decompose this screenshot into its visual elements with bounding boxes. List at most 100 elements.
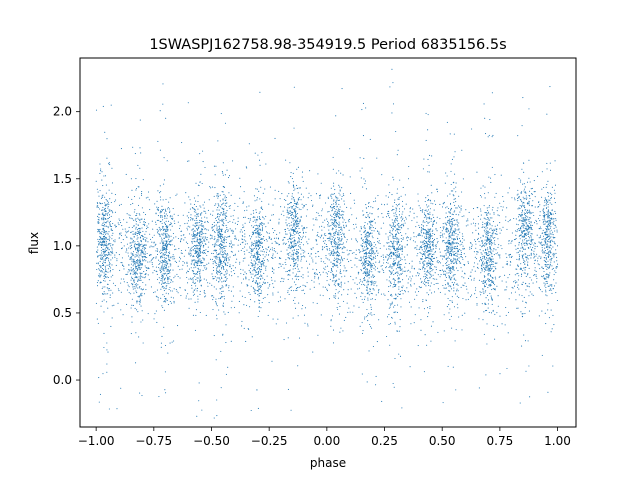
data-point xyxy=(219,265,221,267)
data-point xyxy=(258,234,260,236)
data-point xyxy=(424,245,426,247)
data-point xyxy=(489,254,491,256)
data-point xyxy=(432,257,434,260)
data-point xyxy=(137,284,139,286)
data-point xyxy=(136,302,138,304)
data-point xyxy=(544,214,546,216)
data-point xyxy=(544,198,547,200)
data-point xyxy=(257,244,259,246)
data-point xyxy=(396,248,398,250)
data-point xyxy=(526,285,528,287)
data-point xyxy=(367,291,369,293)
data-point xyxy=(446,221,448,223)
data-point xyxy=(443,233,445,235)
data-point xyxy=(223,261,225,263)
data-point xyxy=(550,198,552,200)
data-point xyxy=(163,244,165,246)
data-point xyxy=(258,218,260,220)
data-point xyxy=(98,244,100,246)
data-point xyxy=(337,308,339,310)
data-point xyxy=(520,199,522,201)
data-point xyxy=(305,236,307,238)
data-point xyxy=(482,267,485,269)
data-point xyxy=(487,303,489,305)
data-point xyxy=(453,156,455,158)
data-point xyxy=(488,278,491,281)
data-point xyxy=(526,181,529,183)
data-point xyxy=(374,252,376,254)
data-point xyxy=(260,261,262,263)
data-point xyxy=(251,243,254,245)
data-point xyxy=(486,232,489,234)
data-point xyxy=(108,252,110,254)
data-point xyxy=(460,267,462,269)
data-point xyxy=(455,191,457,193)
data-point xyxy=(329,254,331,256)
data-point xyxy=(257,261,259,263)
data-point xyxy=(362,210,364,212)
data-point xyxy=(445,276,447,279)
data-point xyxy=(288,293,290,295)
data-point xyxy=(429,257,431,259)
data-point xyxy=(334,293,336,295)
data-point xyxy=(523,334,525,336)
data-point xyxy=(401,248,404,250)
data-point xyxy=(368,221,371,223)
data-point xyxy=(224,122,227,124)
data-point xyxy=(196,228,198,230)
data-point xyxy=(260,222,262,224)
data-point xyxy=(99,233,101,235)
data-point xyxy=(104,202,106,204)
data-point xyxy=(421,228,423,230)
data-point xyxy=(197,252,199,254)
data-point xyxy=(180,249,182,252)
data-point xyxy=(137,251,139,253)
data-point xyxy=(448,312,450,314)
data-point xyxy=(169,224,172,226)
data-point xyxy=(162,253,164,255)
data-point xyxy=(452,366,454,368)
data-point xyxy=(216,193,218,195)
data-point xyxy=(393,273,395,276)
data-point xyxy=(388,242,390,244)
data-point xyxy=(554,230,556,232)
data-point xyxy=(98,269,101,271)
data-point xyxy=(531,205,534,207)
data-point xyxy=(256,244,258,246)
data-point xyxy=(131,256,133,258)
data-point xyxy=(481,242,483,244)
data-point xyxy=(137,300,139,302)
data-point xyxy=(105,254,107,256)
data-point xyxy=(297,248,299,251)
data-point xyxy=(521,191,523,193)
data-point xyxy=(253,264,255,266)
data-point xyxy=(393,212,395,214)
data-point xyxy=(119,232,121,235)
data-point xyxy=(254,261,257,263)
data-point xyxy=(483,286,486,288)
data-point xyxy=(105,213,107,215)
data-point xyxy=(423,158,425,160)
data-point xyxy=(295,227,298,229)
data-point xyxy=(457,284,459,286)
data-point xyxy=(168,201,170,203)
data-point xyxy=(166,229,168,231)
data-point xyxy=(223,225,225,227)
data-point xyxy=(140,274,142,276)
data-point xyxy=(393,298,395,300)
data-point xyxy=(249,246,251,248)
data-point xyxy=(220,268,223,270)
data-point xyxy=(549,162,551,164)
data-point xyxy=(225,202,227,204)
data-point xyxy=(167,278,169,280)
data-point xyxy=(367,281,369,283)
data-point xyxy=(254,246,256,248)
data-point xyxy=(293,202,295,204)
data-point xyxy=(453,254,455,257)
data-point xyxy=(129,214,131,216)
data-point xyxy=(127,255,130,257)
data-point xyxy=(531,242,533,244)
data-point xyxy=(249,306,251,308)
data-point xyxy=(198,221,200,224)
data-point xyxy=(422,266,424,268)
